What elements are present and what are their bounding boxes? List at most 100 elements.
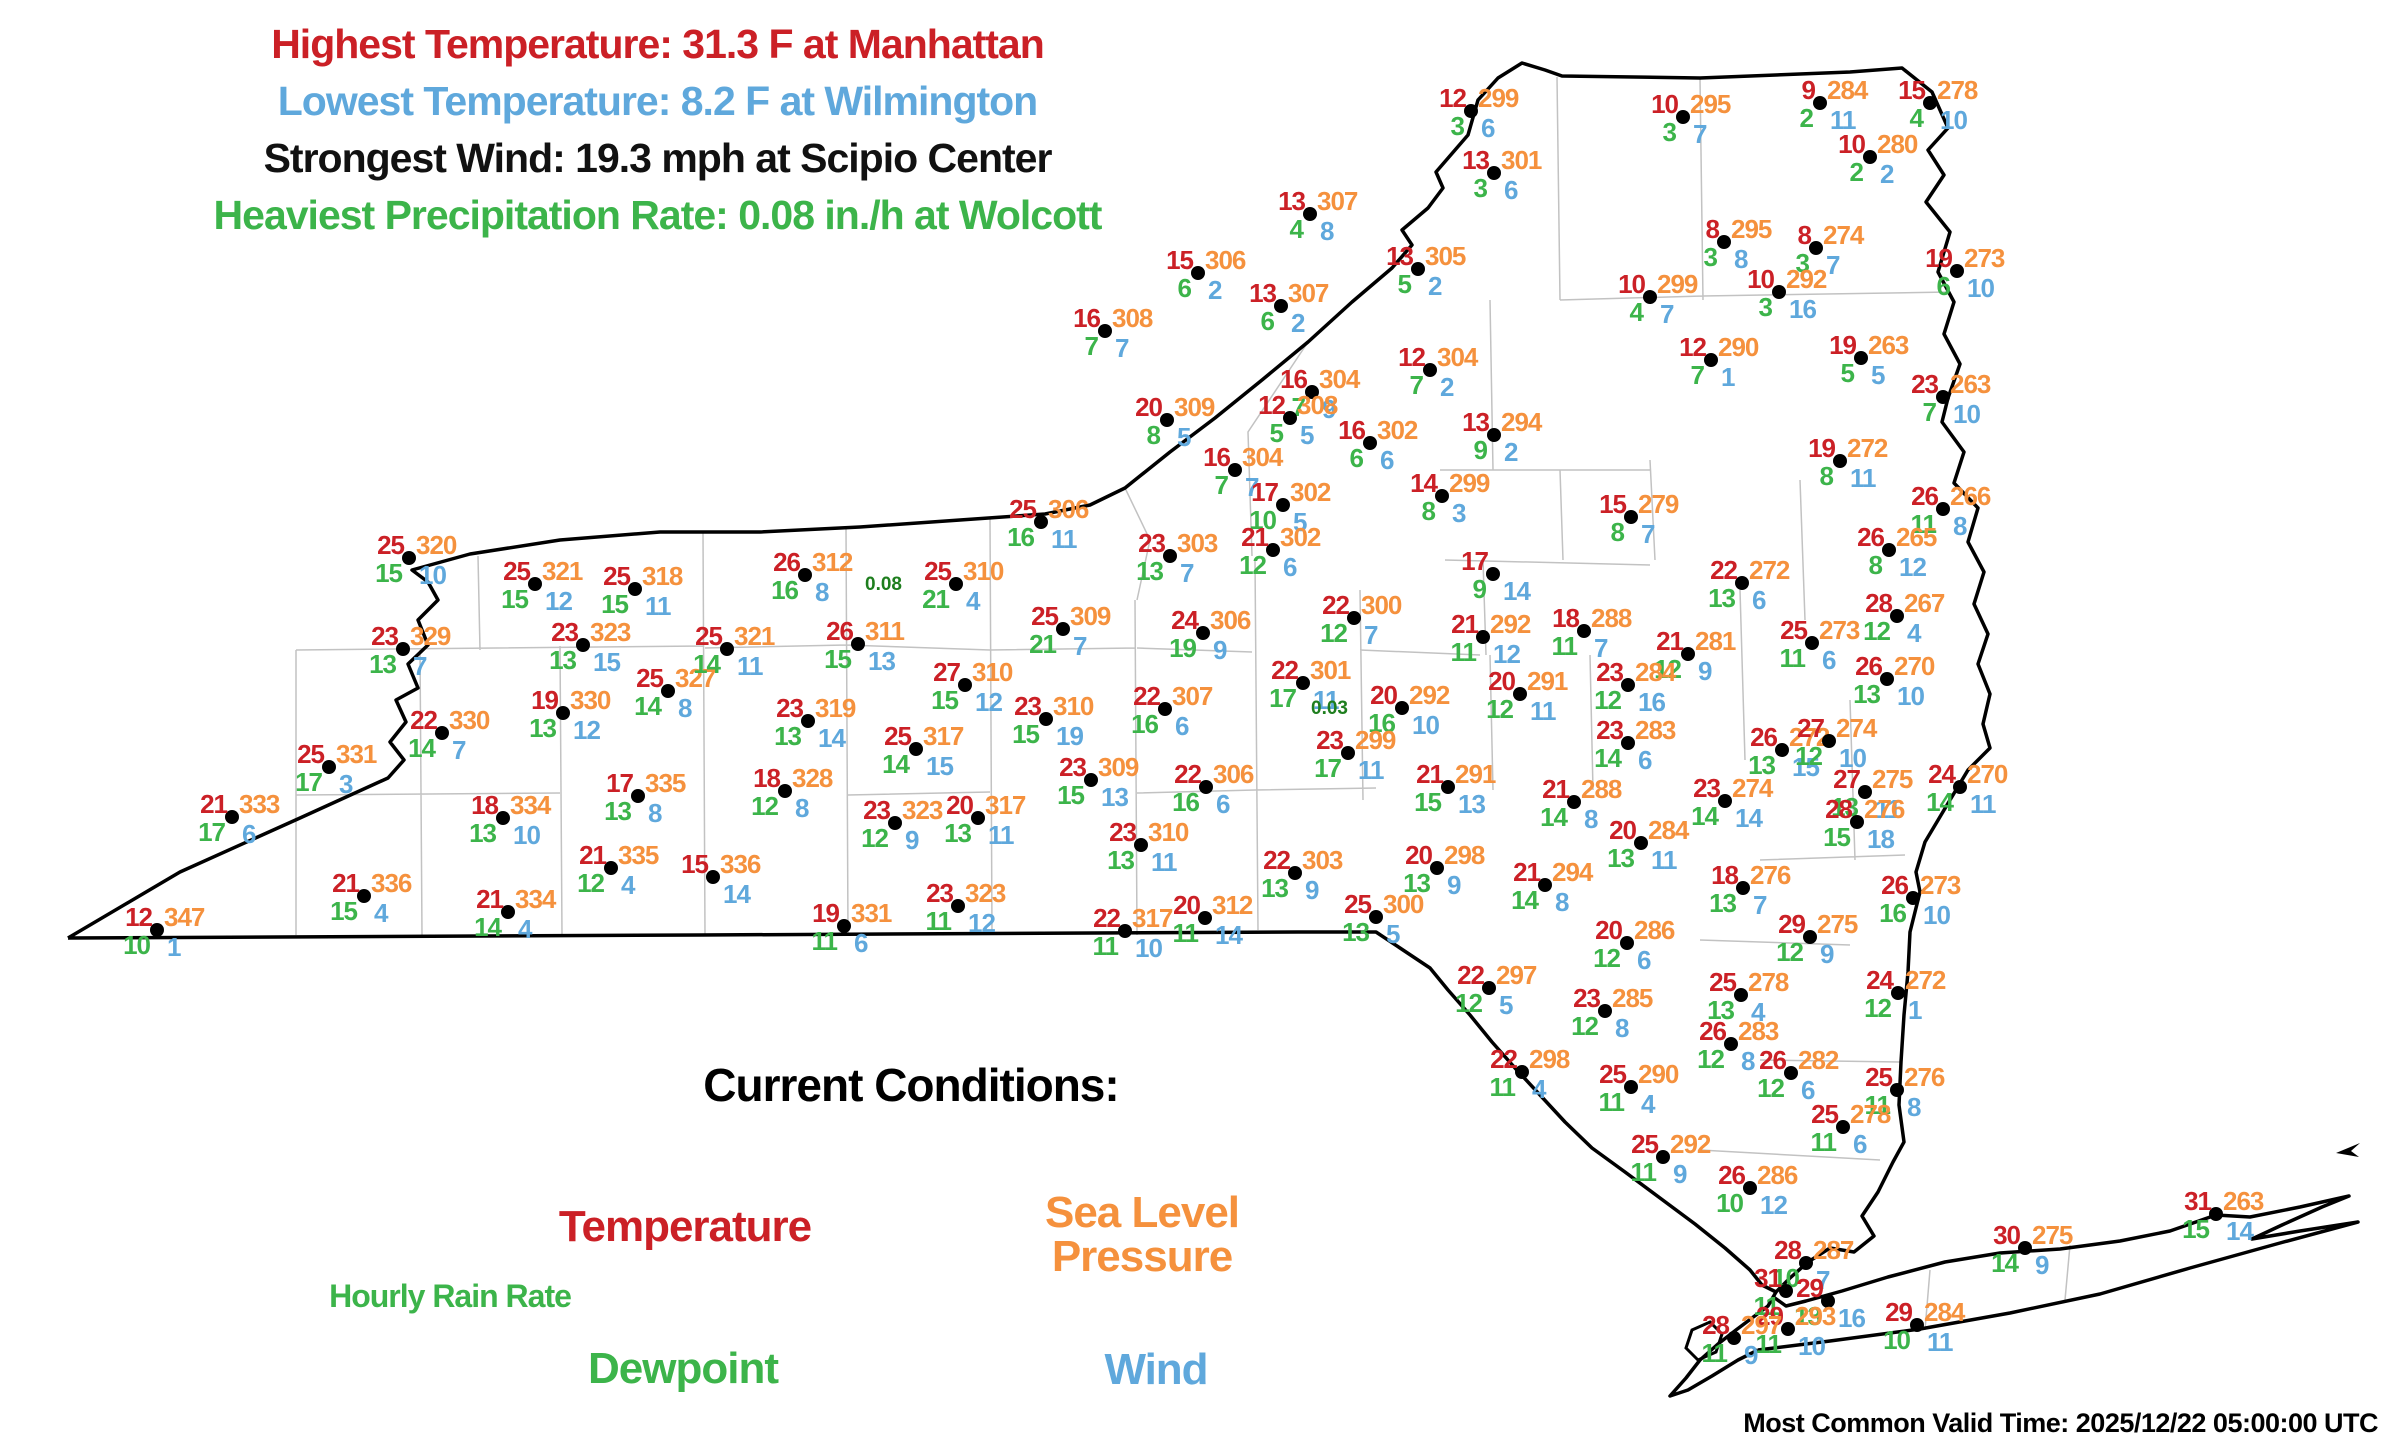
station-dewpoint: 13	[1853, 679, 1881, 709]
station-dot-icon	[1809, 241, 1823, 255]
station-temperature: 29	[1756, 1301, 1784, 1331]
station-dewpoint: 13	[1708, 583, 1736, 613]
station-pressure: 306	[1048, 494, 1089, 524]
station-wind: 7	[1826, 250, 1841, 280]
station-wind: 9	[1744, 1340, 1759, 1370]
station-wind: 9	[1447, 870, 1462, 900]
station-dot-icon	[951, 899, 965, 913]
station-dewpoint: 7	[1214, 470, 1230, 500]
station-wind: 7	[1693, 119, 1708, 149]
lowest-temperature-line: Lowest Temperature: 8.2 F at Wilmington	[277, 78, 1038, 124]
station-dewpoint: 14	[408, 733, 436, 763]
station-pressure: 301	[1501, 145, 1542, 175]
station-dewpoint: 11	[1489, 1072, 1516, 1102]
station-temperature: 15	[1166, 245, 1194, 275]
station-dewpoint: 3	[1473, 173, 1489, 203]
station-pressure: 292	[1409, 680, 1450, 710]
station-dewpoint: 11	[1910, 509, 1937, 539]
station-temperature: 18	[753, 763, 781, 793]
station-temperature: 25	[603, 561, 631, 591]
station-dot-icon	[778, 784, 792, 798]
station-dot-icon	[1039, 712, 1053, 726]
station-wind: 12	[975, 687, 1003, 717]
station-dewpoint: 12	[1455, 988, 1483, 1018]
station-pressure: 319	[815, 693, 856, 723]
station-dot-icon	[1772, 285, 1786, 299]
station-pressure: 273	[1819, 615, 1860, 645]
station-pressure: 273	[1920, 870, 1961, 900]
station-dewpoint: 8	[1610, 517, 1626, 547]
valid-time-label: Most Common Valid Time: 2025/12/22 05:00…	[1743, 1408, 2378, 1438]
station-temperature: 12	[1679, 332, 1707, 362]
station-dewpoint: 8	[1819, 461, 1835, 491]
station-temperature: 26	[1911, 481, 1939, 511]
station-dewpoint: 16	[1368, 708, 1396, 738]
station-wind: 5	[1300, 420, 1315, 450]
station-dewpoint: 16	[1879, 898, 1907, 928]
station-pressure: 329	[410, 621, 451, 651]
station-temperature: 21	[1656, 626, 1684, 656]
station-pressure: 286	[1757, 1160, 1798, 1190]
station-wind: 3	[339, 769, 354, 799]
station-wind: 10	[1897, 681, 1925, 711]
station-wind: 10	[1412, 710, 1440, 740]
station-dewpoint: 5	[1840, 358, 1856, 388]
station-pressure: 267	[1904, 588, 1945, 618]
station-dot-icon	[1598, 1004, 1612, 1018]
station-temperature: 20	[1595, 915, 1623, 945]
highest-temperature-line: Highest Temperature: 31.3 F at Manhattan	[271, 21, 1045, 67]
station-pressure: 298	[1529, 1044, 1570, 1074]
station-temperature: 17	[1461, 546, 1489, 576]
station-wind: 4	[1751, 997, 1766, 1027]
station-wind: 7	[1641, 519, 1656, 549]
station-wind: 6	[1801, 1075, 1816, 1105]
station-dot-icon	[1779, 1284, 1793, 1298]
station-pressure: 283	[1738, 1016, 1779, 1046]
station-temperature: 20	[1370, 680, 1398, 710]
station-dot-icon	[322, 760, 336, 774]
station-dewpoint: 8	[1421, 496, 1437, 526]
station-pressure: 304	[1242, 442, 1283, 472]
station-dewpoint: 15	[1012, 719, 1040, 749]
station-dot-icon	[1775, 743, 1789, 757]
station-dot-icon	[1621, 736, 1635, 750]
station-temperature: 23	[1693, 773, 1721, 803]
station-pressure: 263	[1868, 330, 1909, 360]
station-dewpoint: 15	[375, 558, 403, 588]
station-temperature: 22	[1263, 845, 1291, 875]
station-pressure: 331	[851, 898, 892, 928]
station-pressure: 303	[1177, 528, 1218, 558]
station-rain-rate: 0.03	[1311, 698, 1348, 719]
station-dewpoint: 3	[1450, 111, 1466, 141]
station-temperature: 19	[531, 685, 559, 715]
station-temperature: 20	[1609, 815, 1637, 845]
station-wind: 7	[413, 651, 428, 681]
station-dewpoint: 15	[2182, 1214, 2210, 1244]
station-rain-rate: 0.08	[865, 574, 902, 595]
legend-pressure: Pressure	[1051, 1232, 1233, 1281]
station-pressure: 308	[1297, 390, 1338, 420]
legend-dewpoint: Dewpoint	[588, 1344, 779, 1393]
station-dewpoint: 12	[577, 868, 605, 898]
station-dewpoint: 3	[1662, 117, 1678, 147]
station-wind: 5	[1499, 990, 1514, 1020]
station-pressure: 284	[1648, 815, 1689, 845]
station-dot-icon	[1487, 166, 1501, 180]
station-dot-icon	[1953, 780, 1967, 794]
station-pressure: 287	[1813, 1235, 1854, 1265]
station-pressure: 334	[515, 884, 556, 914]
station-dot-icon	[1799, 1256, 1813, 1270]
station-dot-icon	[1134, 838, 1148, 852]
station-temperature: 23	[1059, 752, 1087, 782]
station-pressure: 309	[1098, 752, 1139, 782]
station-wind: 14	[1215, 920, 1243, 950]
station-pressure: 291	[1455, 759, 1496, 789]
station-pressure: 294	[1501, 407, 1542, 437]
station-pressure: 321	[734, 621, 775, 651]
station-wind: 2	[1880, 159, 1895, 189]
station-dewpoint: 14	[474, 912, 502, 942]
station-pressure: 288	[1581, 774, 1622, 804]
station-dot-icon	[1430, 861, 1444, 875]
station-dewpoint: 12	[861, 823, 889, 853]
station-temperature: 10	[1651, 89, 1679, 119]
